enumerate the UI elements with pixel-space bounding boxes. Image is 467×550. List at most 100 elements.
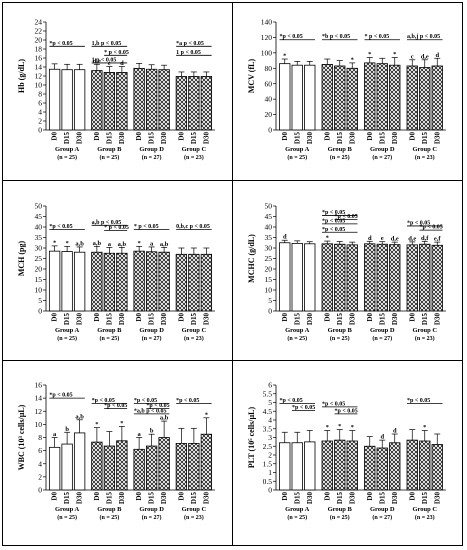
bar	[145, 251, 158, 312]
group-n-label: (n = 27)	[142, 335, 162, 342]
group-label: Group D	[370, 327, 395, 334]
group-label: Group C	[182, 327, 207, 334]
y-tick-label: 4	[38, 459, 42, 468]
bar	[376, 63, 388, 131]
significance-annotation: a,b,j p < 0.05	[407, 34, 440, 40]
group-label: Group B	[328, 506, 353, 513]
group-label: Group A	[285, 506, 310, 513]
bar-significance-label: d,e	[93, 58, 101, 65]
horizontal-divider-1	[3, 180, 462, 181]
group-label: Group C	[182, 146, 207, 153]
significance-annotation: *p < 0.05	[335, 214, 358, 220]
bar	[321, 440, 333, 491]
y-tick-label: 6	[38, 446, 42, 455]
bar-significance-label: a,b	[160, 241, 169, 248]
bar	[419, 243, 431, 312]
y-tick-label: 50	[265, 202, 273, 211]
bar	[389, 442, 401, 491]
y-tick-label: 12	[35, 72, 43, 81]
bar	[188, 253, 200, 312]
x-tick-label: D15	[190, 492, 198, 505]
group-label: Group C	[182, 506, 207, 513]
significance-annotation: *p < 0.05	[146, 403, 169, 409]
y-tick-label: 25	[265, 254, 273, 263]
group-n-label: (n = 25)	[99, 335, 119, 342]
chart-panel-4: 0 2 4 6 8 10 12 14 16 WBC (10³ cells/µL) a D0 b D15 a,…	[17, 381, 215, 521]
significance-annotation: *a,b p < 0.05	[134, 408, 167, 414]
x-tick-label: D30	[76, 132, 84, 145]
bar-significance-label: e,f	[434, 236, 442, 243]
bar-significance-label: *	[53, 239, 56, 246]
y-tick-label: 2.5	[263, 442, 273, 451]
group-n-label: (n = 23)	[184, 154, 204, 161]
bar-significance-label: b	[65, 426, 69, 433]
x-tick-label: D0	[281, 132, 289, 141]
bar-significance-label: a,b	[118, 241, 127, 248]
bar-significance-label: c	[411, 53, 414, 60]
group-label: Group B	[97, 506, 122, 513]
bar	[61, 251, 73, 312]
group-n-label: (n = 23)	[415, 335, 435, 342]
x-tick-label: D0	[408, 132, 416, 141]
y-tick-label: 6	[268, 381, 272, 390]
y-tick-label: 4	[38, 108, 42, 117]
bar	[133, 67, 145, 131]
x-tick-label: D30	[118, 492, 126, 505]
group-label: Group D	[139, 327, 164, 334]
bar	[133, 448, 145, 491]
group-n-label: (n = 25)	[330, 335, 350, 342]
bar	[279, 242, 291, 312]
bar	[158, 251, 170, 312]
y-tick-label: 45	[35, 212, 43, 221]
horizontal-divider-2	[3, 360, 462, 361]
bar-significance-label: *	[338, 423, 341, 430]
y-axis-label: MCH (pg)	[17, 241, 26, 277]
x-tick-label: D30	[160, 132, 168, 145]
bar	[346, 67, 358, 131]
x-tick-label: D15	[421, 132, 429, 145]
x-tick-label: D15	[148, 492, 156, 505]
y-tick-label: 5	[268, 398, 272, 407]
y-tick-label: 120	[261, 33, 273, 42]
group-label: Group C	[412, 506, 437, 513]
x-tick-label: D0	[93, 492, 101, 501]
x-tick-label: D15	[190, 132, 198, 145]
group-label: Group D	[139, 146, 164, 153]
bar-significance-label: *	[351, 424, 354, 431]
group-n-label: (n = 25)	[99, 154, 119, 161]
group-n-label: (n = 25)	[330, 514, 350, 521]
bar-significance-label: a,b	[160, 415, 169, 422]
bar	[431, 65, 443, 131]
bar	[73, 251, 86, 312]
y-tick-label: 0	[38, 486, 42, 495]
x-tick-label: D30	[433, 492, 441, 505]
y-tick-label: 20	[265, 265, 273, 274]
x-tick-label: D0	[323, 132, 331, 141]
bar-significance-label: d,e	[408, 235, 416, 242]
y-tick-label: 40	[265, 223, 273, 232]
x-tick-label: D30	[160, 313, 168, 326]
significance-annotation: * p < 0.05	[104, 225, 129, 231]
bar	[376, 243, 388, 312]
bar-significance-label: *	[393, 51, 396, 58]
significance-annotation: *p < 0.05	[280, 34, 303, 40]
group-n-label: (n = 25)	[287, 335, 307, 342]
y-tick-label: 6	[38, 99, 42, 108]
y-tick-label: 2	[38, 472, 42, 481]
group-n-label: (n = 25)	[57, 335, 77, 342]
x-tick-label: D0	[366, 492, 374, 501]
y-tick-label: 140	[261, 18, 273, 27]
bar-significance-label: d	[435, 52, 439, 59]
y-tick-label: 60	[265, 79, 273, 88]
group-n-label: (n = 23)	[415, 514, 435, 521]
group-n-label: (n = 25)	[330, 154, 350, 161]
bar	[406, 439, 418, 491]
significance-annotation: *p < 0.05	[420, 225, 443, 231]
bar	[116, 72, 128, 131]
bar	[175, 253, 188, 312]
x-tick-label: D15	[336, 132, 344, 145]
bar-significance-label: *	[326, 424, 329, 431]
group-n-label: (n = 23)	[184, 335, 204, 342]
